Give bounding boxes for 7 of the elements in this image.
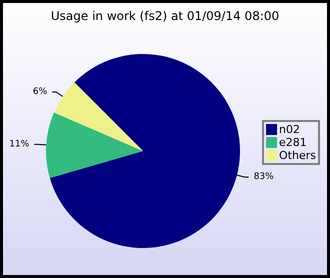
legend-label: n02 [279, 123, 300, 136]
legend-label: e281 [279, 136, 307, 149]
chart-title: Usage in work (fs2) at 01/09/14 08:00 [50, 9, 280, 23]
legend-label: Others [279, 149, 316, 162]
data-label: 83% [254, 172, 274, 182]
data-label: 11% [9, 139, 30, 150]
data-label: 6% [32, 86, 48, 97]
